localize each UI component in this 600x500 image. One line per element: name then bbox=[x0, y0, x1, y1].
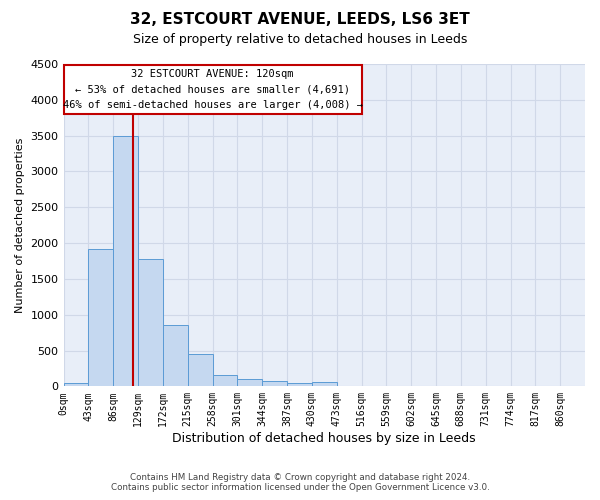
Y-axis label: Number of detached properties: Number of detached properties bbox=[15, 138, 25, 313]
Bar bbox=[212, 375, 238, 386]
Text: 32 ESTCOURT AVENUE: 120sqm
← 53% of detached houses are smaller (4,691)
46% of s: 32 ESTCOURT AVENUE: 120sqm ← 53% of deta… bbox=[62, 69, 362, 110]
Text: Contains HM Land Registry data © Crown copyright and database right 2024.
Contai: Contains HM Land Registry data © Crown c… bbox=[110, 473, 490, 492]
Bar bbox=[138, 259, 163, 386]
Bar bbox=[64, 383, 88, 386]
FancyBboxPatch shape bbox=[64, 66, 362, 114]
Text: Size of property relative to detached houses in Leeds: Size of property relative to detached ho… bbox=[133, 32, 467, 46]
Bar bbox=[88, 249, 113, 386]
Bar bbox=[188, 354, 212, 386]
X-axis label: Distribution of detached houses by size in Leeds: Distribution of detached houses by size … bbox=[172, 432, 476, 445]
Bar bbox=[238, 379, 262, 386]
Bar bbox=[113, 136, 138, 386]
Bar bbox=[287, 383, 312, 386]
Bar bbox=[262, 380, 287, 386]
Bar bbox=[312, 382, 337, 386]
Text: 32, ESTCOURT AVENUE, LEEDS, LS6 3ET: 32, ESTCOURT AVENUE, LEEDS, LS6 3ET bbox=[130, 12, 470, 28]
Bar bbox=[163, 326, 188, 386]
